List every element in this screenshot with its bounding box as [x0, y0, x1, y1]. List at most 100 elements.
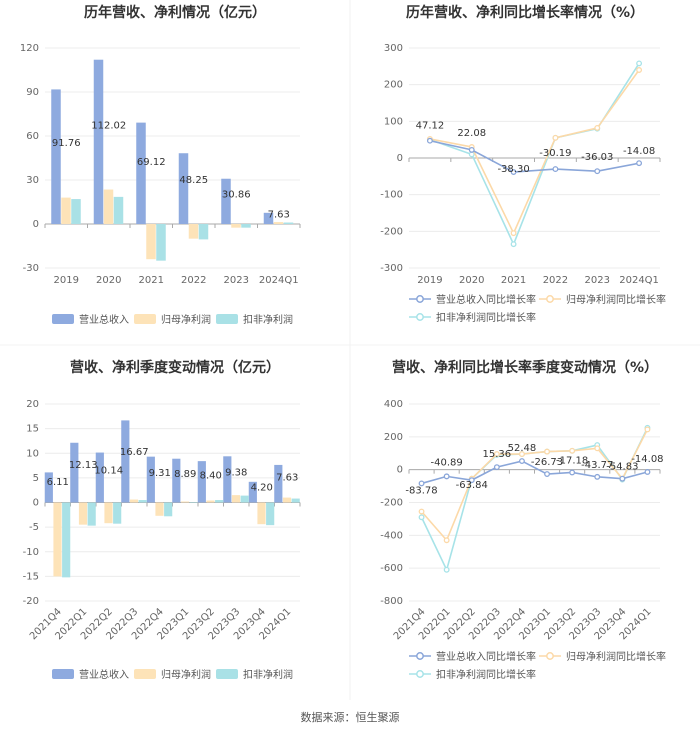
series-point: [644, 426, 651, 433]
series-point: [644, 469, 651, 475]
legend-label: 扣非净利润同比增长率: [436, 668, 536, 681]
bar-归母净利润: [53, 502, 62, 577]
legend-swatch: [216, 669, 238, 679]
data-label: 9.31: [149, 468, 171, 479]
x-tick-label: 2022: [543, 275, 568, 286]
data-label: -14.08: [631, 454, 663, 465]
bar-扣非净利润: [87, 502, 96, 526]
y-tick-label: 0: [397, 153, 403, 164]
series-point: [443, 537, 450, 544]
x-tick-label: 2023: [585, 275, 610, 286]
legend-swatch: [134, 669, 156, 679]
bar-归母净利润: [180, 501, 190, 503]
data-label: -26.73: [531, 457, 563, 468]
bar-归母净利润: [78, 502, 88, 525]
legend-swatch: [216, 314, 238, 324]
bar-营业总收入: [274, 464, 283, 503]
legend-label: 营业总收入: [79, 313, 129, 326]
data-label: 7.63: [276, 473, 298, 484]
y-tick-label: 15: [26, 424, 39, 435]
series-point: [636, 67, 643, 73]
series-point: [544, 471, 550, 478]
series-point: [619, 475, 626, 482]
bar-扣非净利润: [241, 224, 251, 228]
legend-label: 扣非净利润: [243, 668, 293, 681]
data-source: 数据来源：恒生聚源: [301, 710, 400, 724]
y-tick-label: 100: [384, 116, 403, 127]
series-point: [636, 160, 643, 167]
y-tick-label: -300: [380, 263, 403, 274]
bar-归母净利润: [257, 502, 266, 525]
data-label: 16.67: [120, 447, 149, 458]
series-point: [519, 451, 525, 458]
series-point: [552, 166, 559, 173]
y-tick-label: 10: [26, 448, 39, 459]
legend-label: 营业总收入: [79, 668, 129, 681]
legend-label: 归母净利润: [161, 668, 211, 681]
y-tick-label: 60: [26, 131, 39, 142]
series-point: [418, 480, 425, 487]
bar-营业总收入: [172, 458, 181, 503]
legend-label: 归母净利润: [161, 313, 211, 326]
y-tick-label: -20: [23, 596, 39, 607]
series-line-营业总收入同比增长率: [429, 139, 640, 173]
chart-title: 历年营收、净利情况（亿元）: [84, 4, 266, 21]
bar-归母净利润: [61, 197, 71, 224]
data-label: 7.63: [268, 210, 290, 221]
y-tick-label: 200: [384, 432, 403, 443]
bar-营业总收入: [197, 461, 206, 503]
bar-归母净利润: [104, 502, 113, 524]
y-tick-label: -200: [380, 226, 403, 237]
bar-归母净利润: [155, 502, 164, 516]
y-tick-label: 400: [384, 399, 403, 410]
bar-扣非净利润: [71, 199, 81, 224]
y-tick-label: -15: [23, 571, 39, 582]
data-label: -14.08: [623, 146, 655, 157]
series-point: [552, 134, 559, 141]
data-label: -63.84: [456, 480, 488, 491]
series-point: [468, 146, 475, 153]
bar-扣非净利润: [215, 500, 224, 503]
bar-营业总收入: [70, 442, 79, 503]
legend-marker: [416, 670, 424, 678]
y-tick-label: -200: [380, 498, 403, 509]
x-tick-label: 2022: [181, 275, 206, 286]
bar-营业总收入: [44, 472, 53, 503]
legend-swatch: [52, 314, 74, 324]
series-line-归母净利润同比增长率: [429, 69, 640, 236]
series-point: [594, 473, 601, 480]
chart-title: 历年营收、净利同比增长率情况（%）: [406, 4, 644, 21]
y-tick-label: 0: [33, 219, 39, 230]
series-point: [569, 447, 576, 454]
y-tick-label: -5: [29, 522, 39, 533]
bar-扣非净利润: [189, 502, 198, 503]
legend-label: 营业总收入同比增长率: [436, 293, 536, 306]
series-point: [418, 514, 425, 521]
bar-营业总收入: [51, 89, 61, 224]
data-label: -40.89: [431, 457, 463, 468]
chart-title: 营收、净利季度变动情况（亿元）: [70, 359, 280, 376]
x-tick-label: 2020: [96, 275, 121, 286]
y-tick-label: -30: [23, 263, 39, 274]
y-tick-label: 300: [384, 43, 403, 54]
x-tick-label: 2024Q1: [619, 275, 659, 286]
bar-归母净利润: [282, 497, 292, 503]
y-tick-label: -10: [23, 547, 39, 558]
bar-扣非净利润: [62, 502, 71, 578]
legend-label: 归母净利润同比增长率: [566, 650, 666, 663]
bar-营业总收入: [146, 456, 155, 503]
x-tick-label: 2020: [459, 275, 484, 286]
y-tick-label: 0: [33, 498, 39, 509]
data-label: 6.11: [47, 477, 69, 488]
y-tick-label: -400: [380, 530, 403, 541]
data-label: 52.48: [508, 443, 537, 454]
x-tick-label: 2019: [417, 275, 442, 286]
chart-title: 营收、净利同比增长率季度变动情况（%）: [392, 359, 658, 376]
data-label: 12.13: [69, 460, 98, 471]
legend-marker: [546, 652, 554, 660]
bar-归母净利润: [206, 500, 215, 503]
series-point: [418, 508, 425, 515]
data-label: 4.20: [251, 483, 273, 494]
bar-扣非净利润: [138, 500, 147, 503]
